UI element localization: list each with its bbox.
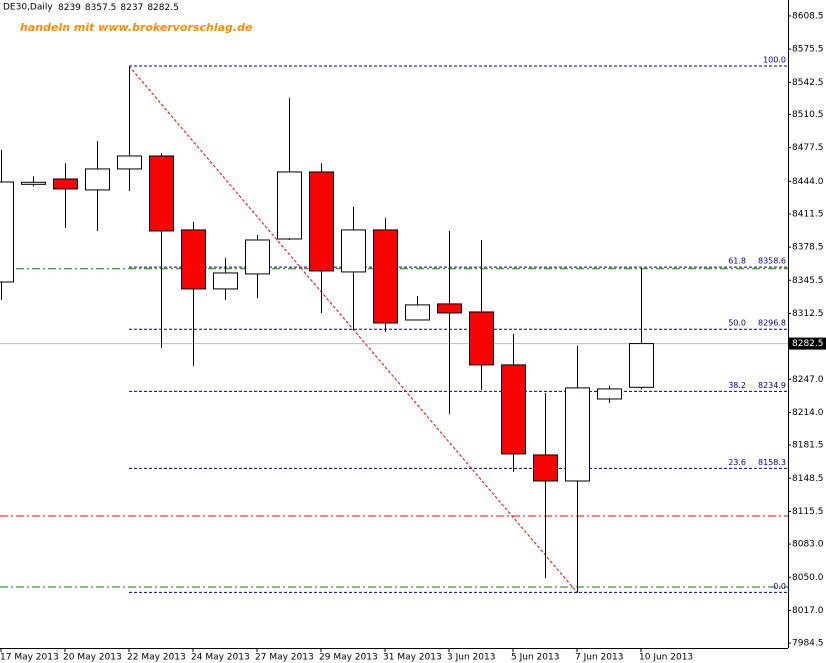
y-tick-label: 8115.5 [792,507,824,517]
candle-body [309,171,334,272]
candle-body [501,364,526,455]
y-tick-label: 8345.5 [792,276,824,286]
ohlc-value: 8357.5 [85,3,117,13]
x-tick-label: 22 May 2013 [127,653,186,663]
candle-body [533,454,558,482]
y-tick-label: 8411.5 [792,209,824,219]
fib-level-label: 38.2 [728,381,746,390]
ohlc-value: 8239 [58,3,81,13]
chart-title: DE30,Daily [3,3,53,13]
fib-price-label: 8158.3 [758,458,786,467]
y-tick-label: 7984.5 [792,639,824,649]
x-tick-label: 3 Jun 2013 [447,653,495,663]
price-label: 8282.5 [792,339,824,349]
fib-level-label: 100.0 [763,56,786,65]
y-tick-label: 8608.5 [792,11,824,21]
watermark: handeln mit www.brokervorschlag.de [20,21,253,34]
y-tick-label: 8378.5 [792,243,824,253]
candle-body [21,181,46,185]
x-tick-label: 20 May 2013 [63,653,122,663]
x-tick-label: 29 May 2013 [319,653,378,663]
fib-price-label: 8358.6 [758,257,786,266]
y-tick-label: 8017.0 [792,606,824,616]
plot-area [0,65,788,593]
ohlc-header: 8239 8357.5 8237 8282.5 [58,3,179,13]
candle-body [597,388,622,400]
candle-body [437,303,462,314]
x-tick-label: 31 May 2013 [383,653,442,663]
candle-body [53,178,78,190]
fib-price-label: 8234.9 [758,381,786,390]
y-tick-label: 8444.0 [792,177,824,187]
candle-body [565,387,590,482]
y-tick-label: 8312.5 [792,309,824,319]
candle-body [373,229,398,324]
x-tick-label: 10 Jun 2013 [639,653,693,663]
fib-level-label: 61.8 [728,257,746,266]
fib-level-label: 0.0 [773,582,786,591]
y-tick-label: 8542.5 [792,78,824,88]
fib-level-label: 50.0 [728,319,746,328]
fib-price-label: 8296.8 [758,319,786,328]
candle-body [341,229,366,273]
y-tick-label: 8148.5 [792,474,824,484]
candle-body [469,311,494,366]
y-tick-label: 8247.0 [792,375,824,385]
candle-body [117,155,142,170]
fib-level-label: 23.6 [728,458,746,467]
ohlc-value: 8237 [120,3,143,13]
candle-body [149,155,174,232]
candle-body [405,304,430,321]
y-tick-label: 8510.5 [792,110,824,120]
candle-body [0,181,14,283]
candle-body [245,239,270,275]
y-tick-label: 8050.0 [792,573,824,583]
candle-body [181,229,206,290]
x-tick-label: 5 Jun 2013 [511,653,559,663]
axes: 7984.5 8017.0 8050.0 8083.0 8115.5 8148.5 8181… [0,11,824,662]
candle-body [629,343,654,388]
y-tick-label: 8575.5 [792,45,824,55]
x-tick-label: 17 May 2013 [0,653,59,663]
x-tick-label: 27 May 2013 [255,653,314,663]
candle-body [277,171,302,240]
y-tick-label: 8477.5 [792,143,824,153]
y-tick-label: 8083.0 [792,540,824,550]
y-tick-label: 8181.5 [792,441,824,451]
ohlc-value: 8282.5 [147,3,179,13]
candle-body [85,168,110,191]
price-label-box [789,337,826,350]
x-tick-label: 24 May 2013 [191,653,250,663]
candle-body [213,272,238,290]
x-tick-label: 7 Jun 2013 [575,653,623,663]
y-tick-label: 8214.0 [792,408,824,418]
